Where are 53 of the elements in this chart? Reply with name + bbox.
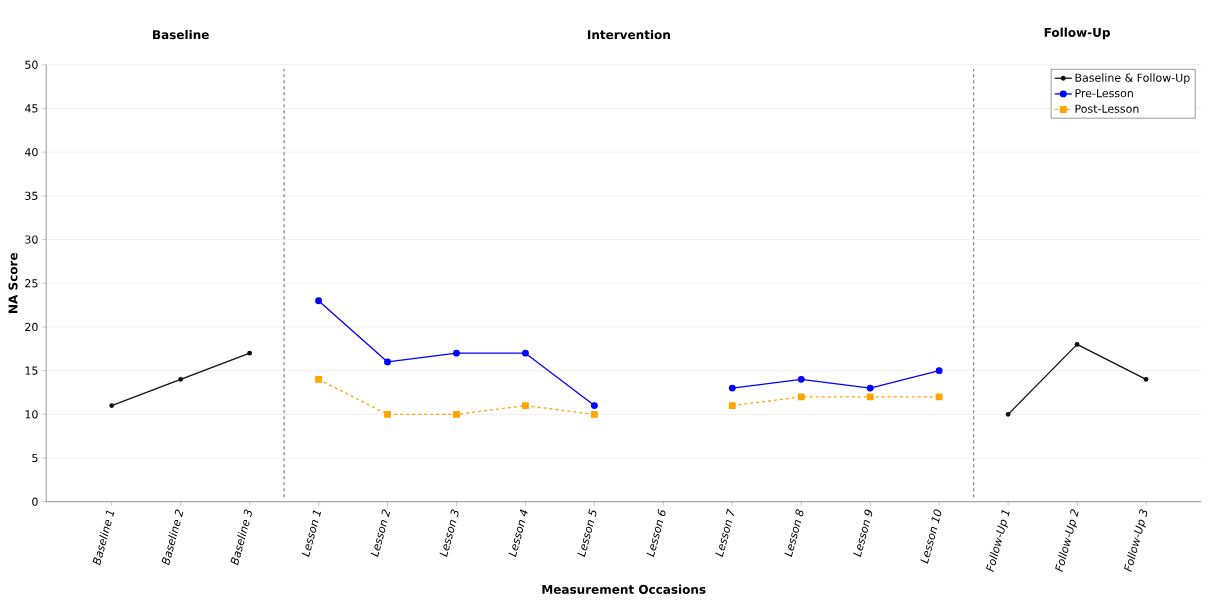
y-tick-label: 15	[25, 366, 38, 375]
y-tick-label: 40	[24, 147, 38, 157]
x-tick-label: Lesson 9	[853, 509, 873, 558]
x-tick-label: Lesson 3	[439, 509, 459, 558]
x-tick-label: Lesson 10	[920, 509, 942, 564]
point	[453, 410, 460, 418]
point	[728, 384, 736, 392]
text: Intervention	[588, 29, 670, 40]
point	[521, 402, 529, 410]
y-tick-label: 10	[25, 410, 38, 419]
y-tick-label: 20	[25, 322, 38, 332]
point	[247, 350, 253, 356]
y-tick-label: 45	[24, 104, 38, 113]
point	[935, 367, 943, 375]
point	[453, 349, 460, 357]
point	[109, 403, 115, 409]
y-tick-label: 5	[32, 453, 38, 463]
x-tick-label: Lesson 7	[715, 508, 734, 558]
text: Follow-Up	[1044, 27, 1110, 40]
y-tick-label: 35	[25, 191, 38, 200]
point	[590, 402, 598, 410]
point	[1005, 411, 1011, 417]
point	[590, 410, 598, 418]
y-tick-label: 0	[32, 497, 38, 506]
x-axis-title: Measurement Occasions	[542, 584, 706, 594]
point	[315, 375, 323, 383]
point	[797, 375, 805, 383]
point	[384, 410, 391, 418]
y-tick-label: 25	[25, 279, 38, 288]
legend-label: Baseline & Follow-Up	[1075, 73, 1190, 84]
point	[1143, 376, 1149, 382]
point	[521, 349, 529, 357]
y-tick-label: 50	[25, 60, 38, 69]
y-axis-title: NA Score	[8, 253, 18, 313]
point	[315, 297, 323, 305]
point	[178, 376, 184, 382]
x-tick-label: Lesson 2	[370, 509, 391, 558]
point	[384, 358, 391, 366]
point	[1074, 341, 1080, 347]
point	[866, 384, 874, 392]
y-tick-label: 30	[25, 235, 38, 244]
x-tick-label: Lesson 4	[508, 509, 528, 558]
point	[728, 402, 736, 410]
point	[797, 393, 805, 401]
point	[866, 393, 874, 401]
x-tick-label: Lesson 8	[784, 509, 804, 558]
legend-label: Pre-Lesson	[1075, 89, 1133, 98]
point	[935, 393, 943, 401]
x-tick-label: Lesson 1	[301, 510, 321, 558]
x-tick-label: Lesson 6	[646, 508, 666, 558]
text: Baseline	[153, 29, 209, 40]
x-tick-label: Lesson 5	[577, 508, 597, 558]
legend-label: Post-Lesson	[1075, 104, 1139, 113]
